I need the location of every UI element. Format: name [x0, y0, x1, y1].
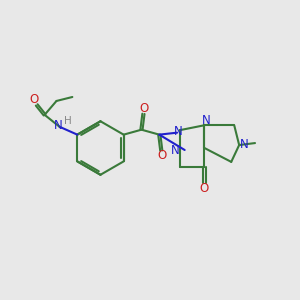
Text: O: O	[158, 149, 167, 162]
Text: O: O	[200, 182, 209, 195]
Text: O: O	[29, 94, 38, 106]
Text: O: O	[140, 102, 149, 116]
Text: N: N	[54, 119, 63, 132]
Text: H: H	[64, 116, 71, 126]
Text: N: N	[170, 143, 179, 157]
Text: N: N	[240, 138, 248, 151]
Text: N: N	[202, 114, 211, 127]
Text: N: N	[174, 125, 182, 138]
